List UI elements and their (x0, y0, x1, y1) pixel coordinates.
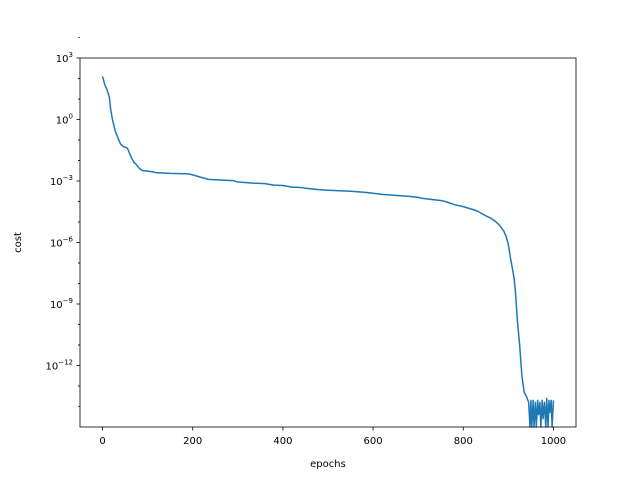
y-tick-label: 10−9 (50, 297, 73, 311)
x-axis-label: epochs (310, 459, 346, 470)
plot-area (80, 58, 576, 427)
x-tick-label: 0 (99, 436, 105, 447)
x-axis: 0 200 400 600 800 1000 (99, 427, 566, 447)
y-tick-label: 10−12 (45, 359, 73, 373)
x-tick-label: 800 (454, 436, 473, 447)
x-tick-label: 600 (364, 436, 383, 447)
series-line-0 (101, 76, 555, 428)
y-tick-label: 103 (56, 51, 73, 65)
series-layer (101, 76, 555, 428)
x-tick-label: 400 (273, 436, 292, 447)
y-tick-label: 10−6 (50, 236, 74, 250)
y-tick-label: 100 (56, 113, 73, 127)
y-axis: 103 100 10−3 10−6 10−9 10−12 (45, 37, 80, 407)
y-axis-label: cost (13, 232, 24, 253)
x-tick-label: 1000 (541, 436, 566, 447)
x-tick-label: 200 (183, 436, 202, 447)
y-tick-label: 10−3 (50, 174, 73, 188)
